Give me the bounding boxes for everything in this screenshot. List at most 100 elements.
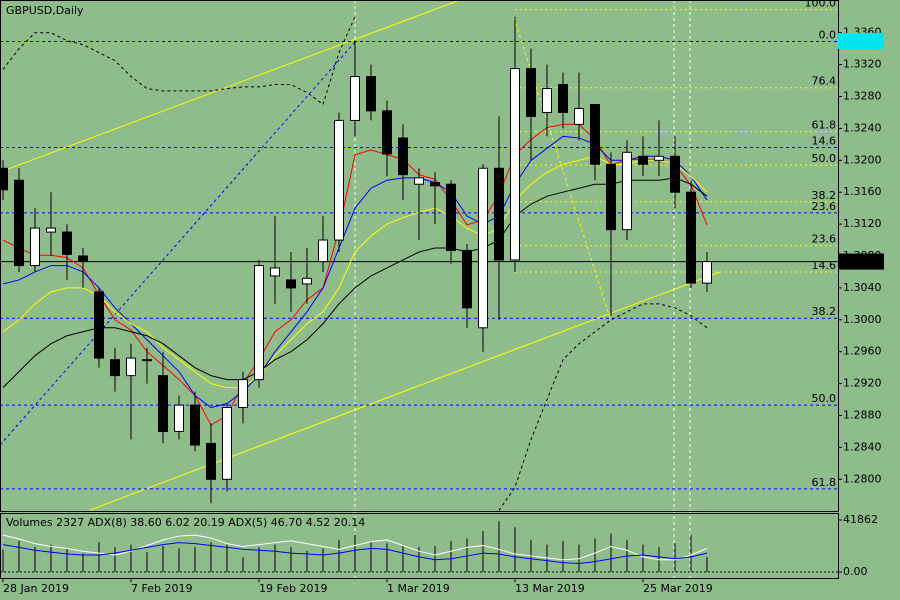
candle-body — [510, 68, 520, 261]
candle-body — [30, 227, 40, 267]
lower-plot — [1, 521, 838, 573]
fib-label: 38.2 — [812, 189, 837, 202]
trend-line — [89, 271, 721, 511]
fib-label: 50.0 — [812, 392, 837, 405]
fib-label: 38.2 — [812, 305, 837, 318]
candle-body — [110, 359, 120, 377]
adx-line — [2, 542, 708, 565]
candle-body — [1, 167, 8, 191]
lower-frame — [0, 513, 839, 579]
y-tick-label: 1.3320 — [843, 58, 882, 71]
candle-body — [254, 265, 264, 381]
candle-body — [686, 191, 696, 284]
fib-label: 61.8 — [812, 119, 837, 132]
y-tick-label: 1.2960 — [843, 345, 882, 358]
indicator-title: Volumes 2327 ADX(8) 38.60 6.02 20.19 ADX… — [6, 516, 365, 529]
fib-label: 14.6 — [812, 135, 837, 148]
candle-body — [382, 110, 392, 155]
candle-body — [702, 261, 712, 284]
fib-label: 100.0 — [805, 0, 837, 10]
y-tick-label: 1.3160 — [843, 185, 882, 198]
moving-average — [2, 135, 708, 409]
drawings — [1, 1, 721, 511]
candle-body — [174, 404, 184, 432]
candle-body — [622, 151, 632, 231]
last-price-box — [838, 253, 884, 270]
fib-label: 23.6 — [812, 200, 837, 213]
main-frame — [0, 0, 839, 512]
y-tick-label: 1.2920 — [843, 377, 882, 390]
candle-body — [206, 442, 216, 480]
chart-title: GBPUSD,Daily — [6, 4, 84, 17]
candle-body — [654, 155, 664, 161]
y-tick-label: 1.3120 — [843, 217, 882, 230]
fib-label: 0.0 — [819, 28, 837, 41]
x-tick-label: 28 Jan 2019 — [3, 582, 69, 595]
fibo-line — [513, 17, 611, 319]
fib-label: 50.0 — [812, 152, 837, 165]
adx-line — [2, 534, 708, 561]
x-tick-label: 7 Feb 2019 — [131, 582, 192, 595]
y-tick-label: 1.2840 — [843, 440, 882, 453]
y-tick-label: 1.3000 — [843, 313, 882, 326]
last-price-label: 1.3073 — [843, 255, 882, 268]
y-tick-label: 1.3040 — [843, 281, 882, 294]
candle-body — [462, 249, 472, 309]
candle-body — [414, 177, 424, 185]
y-tick-label: 1.3240 — [843, 121, 882, 134]
candle-body — [366, 76, 376, 112]
x-tick-label: 1 Mar 2019 — [387, 582, 450, 595]
candle-body — [574, 107, 584, 125]
candle-body — [590, 103, 600, 165]
candle-body — [46, 227, 56, 233]
candle-body — [334, 119, 344, 241]
trend-line — [1, 1, 459, 173]
candle-body — [190, 404, 200, 446]
candle-body — [398, 137, 408, 176]
moving-average — [2, 155, 708, 389]
candle-body — [638, 155, 648, 165]
main-plot: 0.014.623.638.250.061.8100.076.461.850.0… — [1, 0, 838, 511]
bollinger-band — [498, 303, 708, 511]
moving-average — [2, 177, 708, 388]
candle-body — [62, 231, 72, 255]
y-tick-label: 1.2880 — [843, 409, 882, 422]
y-tick-label: 1.3280 — [843, 89, 882, 102]
candle-body — [302, 277, 312, 285]
candle-body — [494, 167, 504, 261]
candle-body — [606, 163, 616, 231]
candle-body — [318, 239, 328, 263]
candle-body — [446, 183, 456, 251]
fib-label: 61.8 — [812, 476, 837, 489]
y-tick-label: 1.3200 — [843, 153, 882, 166]
candle-body — [670, 155, 680, 193]
candle-body — [142, 359, 152, 362]
candle-body — [430, 182, 440, 187]
candle-body — [238, 379, 248, 409]
candle-body — [126, 357, 136, 377]
candle-body — [558, 84, 568, 113]
candle-body — [222, 407, 232, 480]
candle-body — [286, 279, 296, 289]
candle-body — [270, 267, 280, 277]
candle-body — [94, 291, 104, 359]
y-tick-label: 0.00 — [843, 565, 868, 578]
candle-body — [526, 68, 536, 117]
ask-box — [838, 33, 884, 49]
x-tick-label: 19 Feb 2019 — [259, 582, 327, 595]
moving-average — [2, 123, 708, 426]
x-tick-label: 25 Mar 2019 — [643, 582, 713, 595]
candle-body — [14, 179, 24, 267]
fib-label: 23.6 — [812, 233, 837, 246]
y-tick-label: 41862 — [843, 513, 878, 526]
x-tick-label: 13 Mar 2019 — [515, 582, 585, 595]
fib-label: 76.4 — [812, 75, 837, 88]
y-tick-label: 1.2800 — [843, 472, 882, 485]
fib-label: 14.6 — [812, 259, 837, 272]
candle-body — [78, 255, 88, 263]
candle-body — [350, 76, 360, 121]
